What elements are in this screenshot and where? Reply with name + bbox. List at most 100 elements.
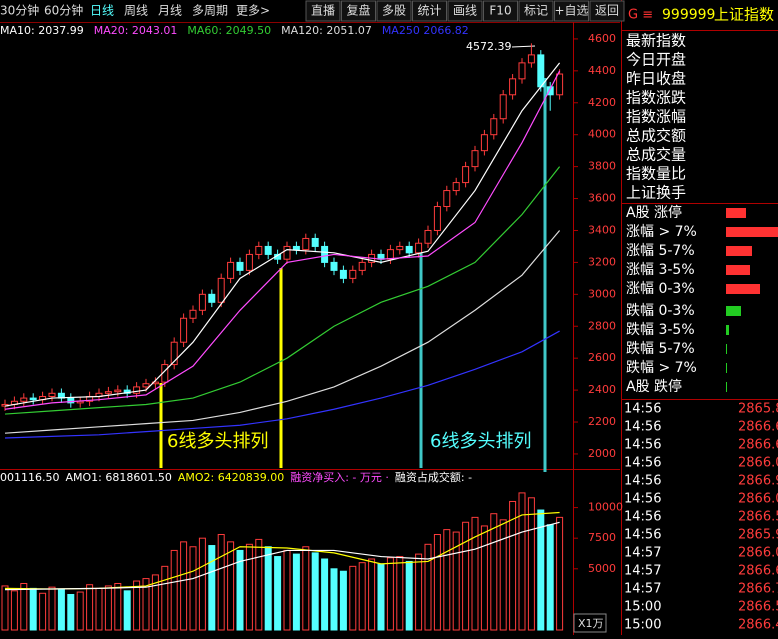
candle-body bbox=[330, 261, 338, 271]
tick-price: 2866.6 bbox=[738, 564, 778, 579]
toolbar-button[interactable] bbox=[589, 0, 625, 22]
candle-body bbox=[509, 78, 517, 96]
period-tab[interactable]: 日线 bbox=[90, 4, 114, 18]
y-tick-label: 4400 bbox=[588, 64, 616, 77]
candle-body bbox=[339, 269, 347, 279]
volume-bar bbox=[330, 568, 338, 631]
period-tab[interactable]: 多周期 bbox=[192, 4, 228, 18]
ma-line bbox=[4, 166, 561, 415]
volume-bar bbox=[208, 545, 216, 631]
volume-bar bbox=[462, 521, 470, 631]
volume-bar bbox=[509, 500, 517, 631]
tick-price: 2865.9 bbox=[738, 528, 778, 543]
candle-body bbox=[321, 245, 329, 263]
breadth-label: 跌幅 0-3% bbox=[626, 303, 695, 319]
volume-bar bbox=[339, 570, 347, 631]
ma-line bbox=[4, 230, 561, 434]
tick-time: 14:56 bbox=[624, 456, 661, 471]
ma-legend: MA10: 2037.99 bbox=[0, 24, 84, 37]
volume-bar bbox=[189, 546, 197, 631]
y-tick-label: 3800 bbox=[588, 160, 616, 173]
candle-body bbox=[396, 245, 404, 251]
breadth-label: 跌幅 3-5% bbox=[626, 322, 695, 338]
field-label: 上证换手 bbox=[626, 184, 686, 202]
peak-label: 4572.39 bbox=[466, 40, 512, 53]
toolbar-button-label[interactable]: 统计 bbox=[417, 4, 441, 18]
volume-unit: X1万 bbox=[578, 617, 604, 630]
candle-body bbox=[180, 317, 188, 343]
tick-price: 2866.5 bbox=[738, 510, 778, 525]
icon-g: G ≡ bbox=[628, 8, 653, 23]
volume-bar bbox=[527, 497, 535, 631]
toolbar-button[interactable] bbox=[341, 0, 376, 22]
candle-body bbox=[264, 245, 272, 255]
candle-body bbox=[452, 182, 460, 192]
breadth-label: 涨幅 3-5% bbox=[626, 262, 695, 278]
volume-bar bbox=[518, 492, 526, 631]
y-tick-label: 3600 bbox=[588, 192, 616, 205]
toolbar-button-label[interactable]: +自选 bbox=[554, 4, 588, 18]
candle-body bbox=[236, 261, 244, 271]
candle-body bbox=[48, 392, 56, 397]
toolbar-button[interactable] bbox=[518, 0, 554, 22]
toolbar-button-label[interactable]: F10 bbox=[489, 4, 511, 18]
volume-bar bbox=[161, 565, 169, 631]
volume-bar bbox=[433, 534, 441, 631]
field-label: 指数量比 bbox=[626, 165, 686, 183]
tick-time: 14:56 bbox=[624, 438, 661, 453]
period-tab[interactable]: 周线 bbox=[124, 4, 148, 18]
period-tab[interactable]: 30分钟 bbox=[0, 3, 39, 18]
tick-time: 14:56 bbox=[624, 420, 661, 435]
toolbar-button-label[interactable]: 标记 bbox=[524, 4, 548, 18]
toolbar-button-label[interactable]: 多股 bbox=[382, 4, 406, 18]
toolbar-button[interactable] bbox=[376, 0, 412, 22]
toolbar-button[interactable] bbox=[447, 0, 483, 22]
volume-bar bbox=[180, 541, 188, 631]
volume-bar bbox=[386, 557, 394, 631]
toolbar-button[interactable] bbox=[483, 0, 518, 22]
volume-bar bbox=[123, 590, 131, 631]
candle-body bbox=[405, 245, 413, 254]
breadth-bar bbox=[726, 363, 727, 373]
tick-time: 14:56 bbox=[624, 474, 661, 489]
volume-tick-label: 10000 bbox=[588, 501, 623, 514]
y-tick-label: 3200 bbox=[588, 255, 616, 268]
breadth-bar bbox=[726, 265, 750, 275]
breadth-bar bbox=[726, 306, 741, 316]
tick-price: 2865.8 bbox=[738, 402, 778, 417]
candle-body bbox=[20, 397, 28, 402]
tick-time: 14:57 bbox=[624, 546, 661, 561]
toolbar-button[interactable] bbox=[554, 0, 589, 22]
y-tick-label: 4000 bbox=[588, 128, 616, 141]
period-tab[interactable]: 更多> bbox=[236, 4, 270, 18]
volume-bar bbox=[396, 556, 404, 631]
y-tick-label: 2800 bbox=[588, 319, 616, 332]
period-tab[interactable]: 60分钟 bbox=[44, 3, 83, 18]
candle-body bbox=[255, 245, 263, 255]
volume-bar bbox=[57, 589, 65, 631]
volume-bar bbox=[443, 529, 451, 631]
candle-body bbox=[198, 293, 206, 311]
candle-body bbox=[170, 341, 178, 366]
candle-body bbox=[358, 261, 366, 271]
candle-body bbox=[292, 245, 300, 251]
y-tick-label: 2000 bbox=[588, 447, 616, 460]
toolbar-button-label[interactable]: 返回 bbox=[595, 4, 619, 18]
period-tab[interactable]: 月线 bbox=[158, 4, 182, 18]
toolbar-button-label[interactable]: 复盘 bbox=[346, 3, 370, 18]
toolbar-button-label[interactable]: 画线 bbox=[453, 4, 477, 18]
toolbar-button-label[interactable]: 直播 bbox=[311, 4, 335, 18]
tick-price: 2866.0 bbox=[738, 546, 778, 561]
index-code: 999999 bbox=[662, 7, 715, 23]
toolbar-button[interactable] bbox=[305, 0, 341, 22]
ma-legend: MA60: 2049.50 bbox=[187, 24, 271, 37]
toolbar-button[interactable] bbox=[412, 0, 447, 22]
candle-body bbox=[415, 242, 423, 254]
candle-body bbox=[189, 309, 197, 319]
volume-bar bbox=[95, 587, 103, 631]
volume-bar bbox=[67, 594, 75, 631]
breadth-bar bbox=[726, 246, 752, 256]
candle-body bbox=[311, 237, 319, 247]
